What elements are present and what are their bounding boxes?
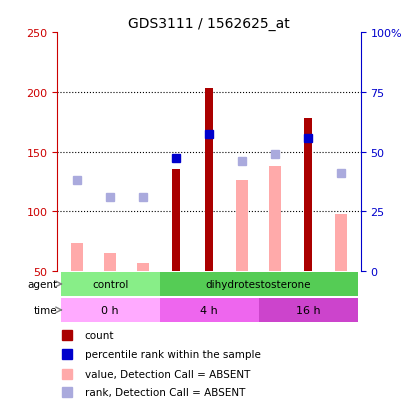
Bar <box>335 214 346 271</box>
Text: 0 h: 0 h <box>101 305 119 315</box>
Bar <box>236 181 247 271</box>
Bar <box>269 166 280 271</box>
FancyBboxPatch shape <box>159 273 357 296</box>
Text: percentile rank within the sample: percentile rank within the sample <box>85 349 260 359</box>
Text: rank, Detection Call = ABSENT: rank, Detection Call = ABSENT <box>85 387 245 397</box>
FancyBboxPatch shape <box>258 299 357 322</box>
Text: time: time <box>34 305 57 315</box>
Bar <box>104 254 116 271</box>
Title: GDS3111 / 1562625_at: GDS3111 / 1562625_at <box>128 17 289 31</box>
FancyBboxPatch shape <box>61 273 159 296</box>
Bar <box>71 244 83 271</box>
Bar <box>172 170 180 271</box>
Text: agent: agent <box>27 279 57 289</box>
Text: 4 h: 4 h <box>200 305 218 315</box>
Bar <box>137 263 148 271</box>
Text: 16 h: 16 h <box>295 305 319 315</box>
Text: dihydrotestosterone: dihydrotestosterone <box>205 279 310 289</box>
Bar <box>303 119 311 271</box>
Text: control: control <box>92 279 128 289</box>
Text: value, Detection Call = ABSENT: value, Detection Call = ABSENT <box>85 369 249 379</box>
FancyBboxPatch shape <box>159 299 258 322</box>
Bar <box>204 89 213 271</box>
FancyBboxPatch shape <box>61 299 159 322</box>
Text: count: count <box>85 330 114 340</box>
